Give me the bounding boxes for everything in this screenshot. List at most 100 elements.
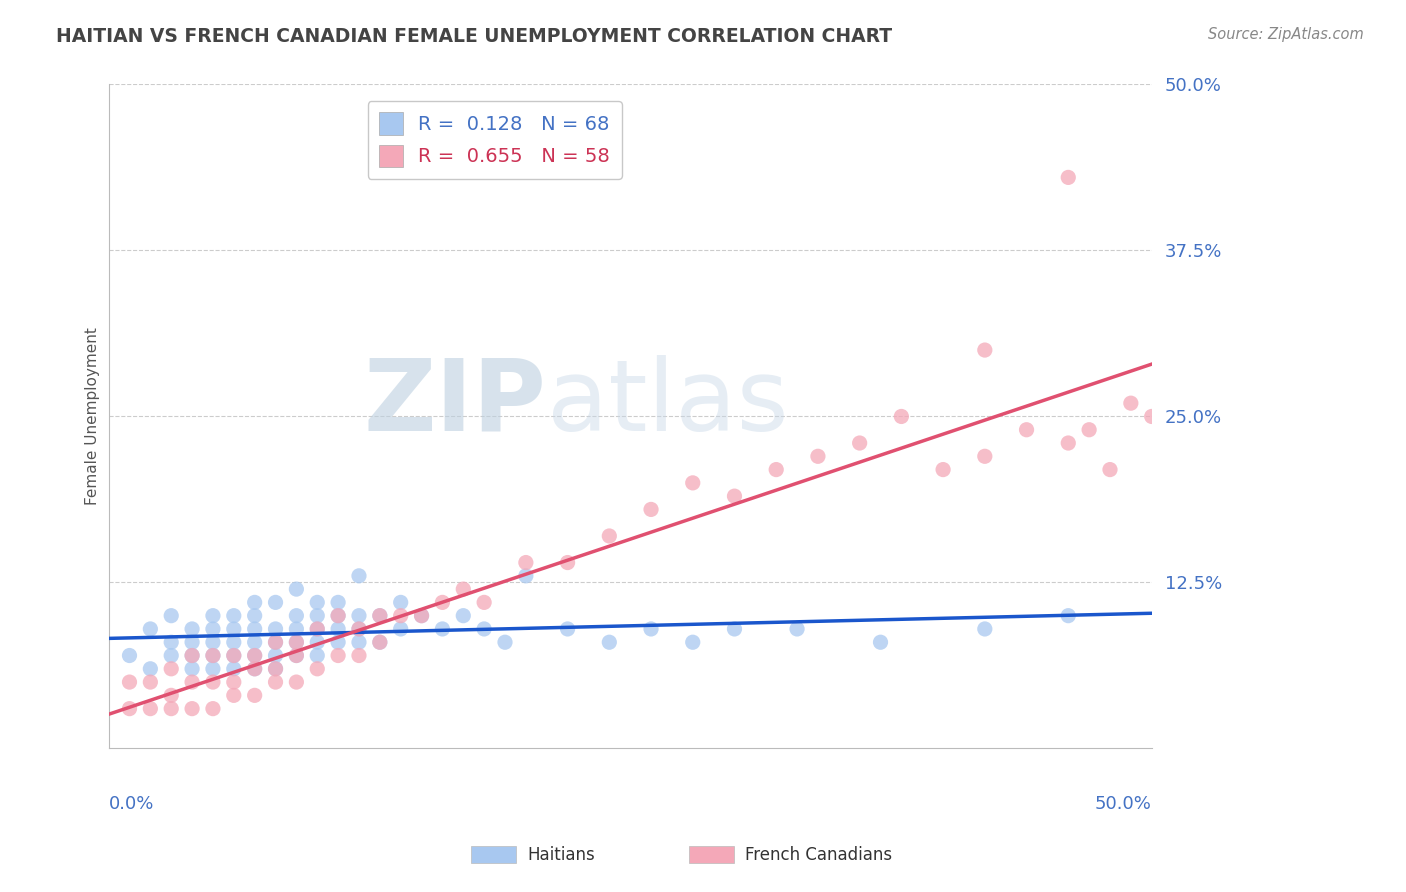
Point <box>139 622 162 636</box>
Point <box>285 582 308 596</box>
Point <box>243 689 266 703</box>
Point <box>368 635 391 649</box>
Point <box>264 662 287 676</box>
Point <box>472 622 495 636</box>
Point <box>222 648 245 663</box>
Point <box>222 608 245 623</box>
Point <box>890 409 912 424</box>
Point <box>307 635 329 649</box>
Point <box>389 608 412 623</box>
Point <box>222 635 245 649</box>
Point <box>181 662 204 676</box>
Point <box>307 662 329 676</box>
Point <box>222 675 245 690</box>
Point <box>285 622 308 636</box>
Point <box>1119 396 1142 410</box>
Point <box>243 648 266 663</box>
Point <box>181 648 204 663</box>
Point <box>515 556 537 570</box>
Point <box>222 622 245 636</box>
Point <box>368 635 391 649</box>
Point <box>307 648 329 663</box>
Point <box>181 648 204 663</box>
Point <box>723 489 745 503</box>
Point <box>160 701 183 715</box>
Text: ZIP: ZIP <box>364 355 547 451</box>
Point <box>201 662 224 676</box>
Point <box>243 662 266 676</box>
Point <box>1015 423 1038 437</box>
Point <box>222 648 245 663</box>
Point <box>347 622 370 636</box>
Text: French Canadians: French Canadians <box>745 846 893 863</box>
Point <box>347 648 370 663</box>
Text: atlas: atlas <box>547 355 789 451</box>
Point <box>640 502 662 516</box>
Point <box>201 635 224 649</box>
Point <box>243 662 266 676</box>
Point <box>243 648 266 663</box>
Point <box>264 622 287 636</box>
Point <box>243 608 266 623</box>
Text: 0.0%: 0.0% <box>108 795 155 813</box>
Point <box>326 608 349 623</box>
Point <box>347 608 370 623</box>
Point <box>201 675 224 690</box>
Point <box>264 635 287 649</box>
Point <box>1098 462 1121 476</box>
Point <box>368 608 391 623</box>
Point <box>264 595 287 609</box>
Point <box>201 648 224 663</box>
Point <box>264 635 287 649</box>
Point <box>243 635 266 649</box>
Point <box>1140 409 1163 424</box>
Point <box>201 622 224 636</box>
Point <box>432 622 454 636</box>
Point <box>723 622 745 636</box>
Point <box>932 462 955 476</box>
Point <box>494 635 516 649</box>
Point <box>453 582 475 596</box>
Text: Source: ZipAtlas.com: Source: ZipAtlas.com <box>1208 27 1364 42</box>
Point <box>389 622 412 636</box>
Point <box>411 608 433 623</box>
Point <box>264 648 287 663</box>
Point <box>347 622 370 636</box>
Point <box>1057 608 1080 623</box>
Point <box>973 450 995 464</box>
Point <box>411 608 433 623</box>
Text: 50.0%: 50.0% <box>1095 795 1152 813</box>
Point <box>201 608 224 623</box>
Point <box>347 635 370 649</box>
Point <box>222 689 245 703</box>
Point <box>432 595 454 609</box>
Point <box>264 675 287 690</box>
Point <box>472 595 495 609</box>
Point <box>285 635 308 649</box>
Point <box>181 701 204 715</box>
Point <box>326 635 349 649</box>
Point <box>973 343 995 357</box>
Point <box>869 635 891 649</box>
Point <box>160 648 183 663</box>
Point <box>598 635 620 649</box>
Point <box>243 622 266 636</box>
Point <box>307 608 329 623</box>
Point <box>160 635 183 649</box>
Point <box>307 595 329 609</box>
Point <box>807 450 830 464</box>
Point <box>201 701 224 715</box>
Point <box>139 675 162 690</box>
Point <box>347 569 370 583</box>
Point <box>201 648 224 663</box>
Point <box>1057 170 1080 185</box>
Point <box>160 608 183 623</box>
Point <box>453 608 475 623</box>
Point <box>326 608 349 623</box>
Point <box>368 608 391 623</box>
Point <box>307 622 329 636</box>
Point <box>682 475 704 490</box>
Text: Haitians: Haitians <box>527 846 595 863</box>
Text: HAITIAN VS FRENCH CANADIAN FEMALE UNEMPLOYMENT CORRELATION CHART: HAITIAN VS FRENCH CANADIAN FEMALE UNEMPL… <box>56 27 893 45</box>
Point <box>557 556 579 570</box>
